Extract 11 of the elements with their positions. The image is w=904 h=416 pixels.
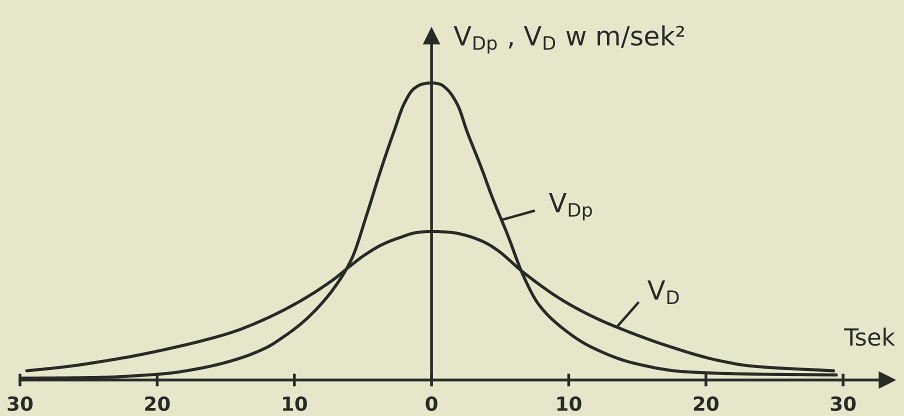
x-tick-label: 10 xyxy=(283,396,307,412)
x-tick-label: 0 xyxy=(426,396,438,412)
x-tick-label: 20 xyxy=(145,396,170,412)
x-tick-label: 20 xyxy=(694,396,719,412)
legend-label: V$_{Dp}$ xyxy=(548,193,592,220)
x-axis-title: Tsek xyxy=(844,328,896,346)
y-axis-title: V$_{Dp}$ , V$_{D}$ w m/sek² xyxy=(454,25,684,54)
x-tick-label: 30 xyxy=(8,396,33,412)
x-tick-label: 30 xyxy=(830,396,856,412)
x-tick-label: 10 xyxy=(557,396,582,412)
series-label: V$_{D}$ xyxy=(648,280,679,304)
